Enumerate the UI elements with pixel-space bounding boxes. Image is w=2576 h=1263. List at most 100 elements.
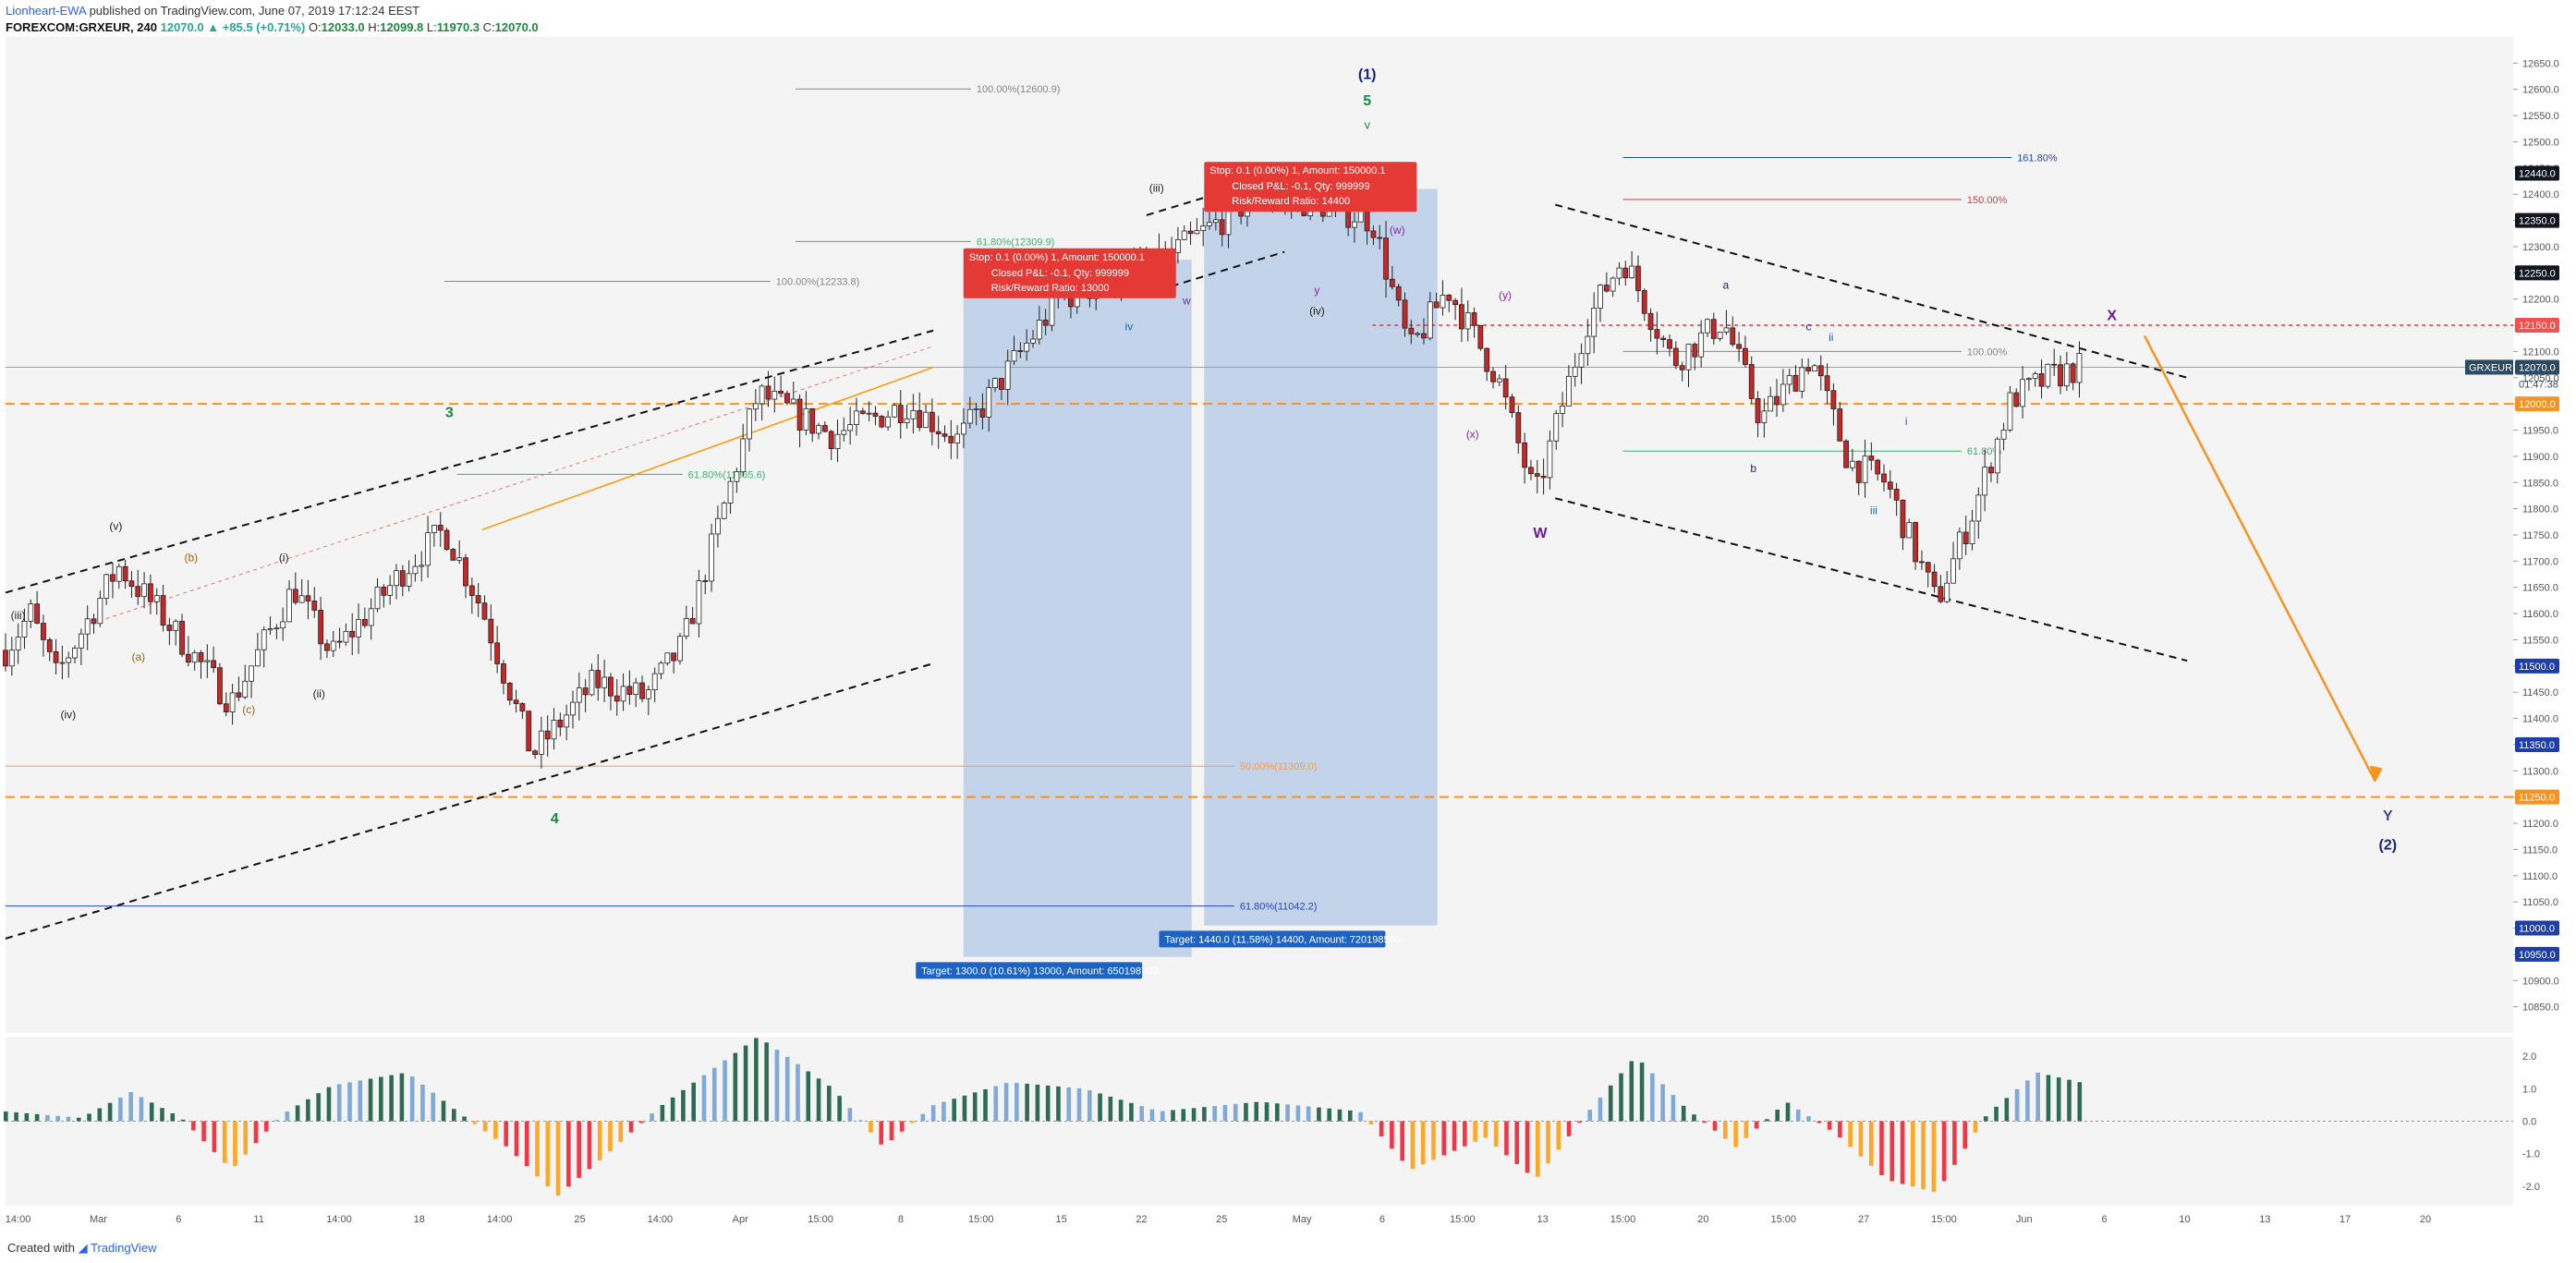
close-label: C: — [482, 20, 495, 34]
oscillator-bar — [1087, 1090, 1092, 1122]
candle-body — [1685, 344, 1692, 370]
time-axis-label: 11 — [253, 1214, 263, 1225]
candle-body — [173, 620, 179, 631]
candle-body — [910, 409, 917, 419]
oscillator-bar — [1598, 1097, 1603, 1122]
candle-body — [1743, 347, 1748, 365]
price-scale-label: 11100.0 — [2522, 871, 2558, 882]
risk-reward-label: Risk/Reward Ratio: 13000 — [991, 283, 1110, 294]
candle-body — [1477, 324, 1484, 349]
candle-body — [1200, 225, 1207, 232]
tradingview-brand[interactable]: TradingView — [91, 1241, 157, 1255]
oscillator-bar — [1368, 1121, 1374, 1124]
price-scale-label: 11550.0 — [2522, 635, 2558, 646]
author-link[interactable]: Lionheart-EWA — [6, 4, 86, 18]
oscillator-bar — [1744, 1121, 1749, 1138]
candle-body — [1692, 344, 1698, 358]
price-tag-box — [2515, 165, 2559, 181]
oscillator-bar — [201, 1121, 206, 1142]
candle-body — [589, 670, 595, 696]
candle-body — [242, 680, 249, 698]
price-tag-label: 11250.0 — [2519, 793, 2555, 804]
time-axis-label: 13 — [2259, 1214, 2270, 1225]
oscillator-bar — [2046, 1075, 2051, 1122]
oscillator-bar — [910, 1121, 915, 1123]
oscillator-bar — [1712, 1121, 1718, 1131]
candle-body — [1578, 353, 1585, 368]
time-axis-label: 15 — [1055, 1214, 1066, 1225]
oscillator-bar — [87, 1113, 91, 1122]
candle-body — [1736, 344, 1742, 349]
price-tag-label: 12350.0 — [2519, 216, 2556, 227]
oscillator-bar — [1264, 1102, 1270, 1122]
candle-body — [305, 595, 311, 601]
candle-body — [1528, 467, 1534, 474]
oscillator-bar — [670, 1097, 675, 1122]
oscillator-bar — [1202, 1107, 1207, 1122]
oscillator-bar — [1921, 1121, 1926, 1190]
candle-body — [727, 480, 734, 504]
candle-body — [1862, 455, 1868, 483]
channel-line — [105, 346, 934, 620]
price-scale-label: 11900.0 — [2522, 452, 2558, 463]
candle-body — [1962, 531, 1969, 544]
stop-label: Stop: 0.1 (0.00%) 1, Amount: 150000.1 — [1209, 165, 1385, 176]
oscillator-bar — [1556, 1121, 1561, 1150]
oscillator-bar — [462, 1116, 467, 1122]
candle-body — [425, 532, 431, 566]
candle-body — [46, 639, 53, 652]
time-axis-label: 17 — [2339, 1214, 2351, 1225]
candle-body — [1919, 561, 1925, 564]
oscillator-bar — [1431, 1121, 1436, 1160]
candle-body — [1748, 364, 1755, 399]
oscillator-bar — [930, 1105, 936, 1122]
candle-body — [1598, 285, 1603, 309]
time-axis-label: 6 — [1379, 1214, 1385, 1225]
oscillator-bar — [711, 1067, 717, 1122]
oscillator-bar — [2067, 1079, 2072, 1122]
oscillator-bar — [441, 1100, 446, 1122]
candle-body — [444, 529, 450, 550]
stop-label: Stop: 0.1 (0.00%) 1, Amount: 150000.1 — [969, 252, 1145, 263]
oscillator-bar — [139, 1097, 144, 1122]
candle-body — [406, 573, 412, 587]
candle-body — [179, 620, 185, 655]
candle-body — [450, 549, 456, 561]
oscillator-bar — [1076, 1087, 1082, 1122]
candle-body — [2026, 378, 2032, 381]
oscillator-bar — [869, 1121, 873, 1133]
wave-label: (iii) — [11, 609, 26, 622]
candle-body — [1187, 230, 1194, 235]
oscillator-bar — [1775, 1110, 1780, 1122]
oscillator-bar — [336, 1084, 342, 1122]
oscillator-bar — [379, 1076, 383, 1122]
oscillator-bar — [2035, 1072, 2040, 1122]
oscillator-bar — [1827, 1121, 1832, 1130]
candle-body — [1875, 459, 1881, 475]
price-scale-label: 12050.0 — [2522, 373, 2559, 384]
candle-body — [468, 585, 475, 596]
price-tag-label: 11500.0 — [2519, 662, 2555, 673]
candle-body — [1603, 285, 1610, 292]
wave-label: c — [1805, 321, 1811, 334]
oscillator-bar — [1868, 1121, 1874, 1166]
close-value: 12070.0 — [494, 20, 539, 34]
oscillator-bar — [1379, 1121, 1384, 1137]
wave-label: (iii) — [1149, 181, 1164, 194]
candle-body — [683, 618, 689, 637]
candle-body — [2045, 363, 2051, 387]
target-label: Target: 1440.0 (11.58%) 14400, Amount: 7… — [1164, 934, 1400, 945]
oscillator-bar — [118, 1097, 123, 1122]
candle-body — [834, 433, 841, 450]
oscillator-bar — [1139, 1106, 1144, 1122]
wave-label: Y — [2383, 808, 2393, 824]
oscillator-bar — [1129, 1102, 1134, 1122]
oscillator-bar — [1911, 1121, 1915, 1187]
price-scale-label: 11650.0 — [2522, 583, 2558, 594]
wave-label: a — [1722, 278, 1729, 291]
wave-label: y — [1314, 284, 1319, 297]
oscillator-bar — [170, 1113, 176, 1122]
candle-body — [1786, 374, 1792, 385]
candle-body — [153, 595, 160, 602]
